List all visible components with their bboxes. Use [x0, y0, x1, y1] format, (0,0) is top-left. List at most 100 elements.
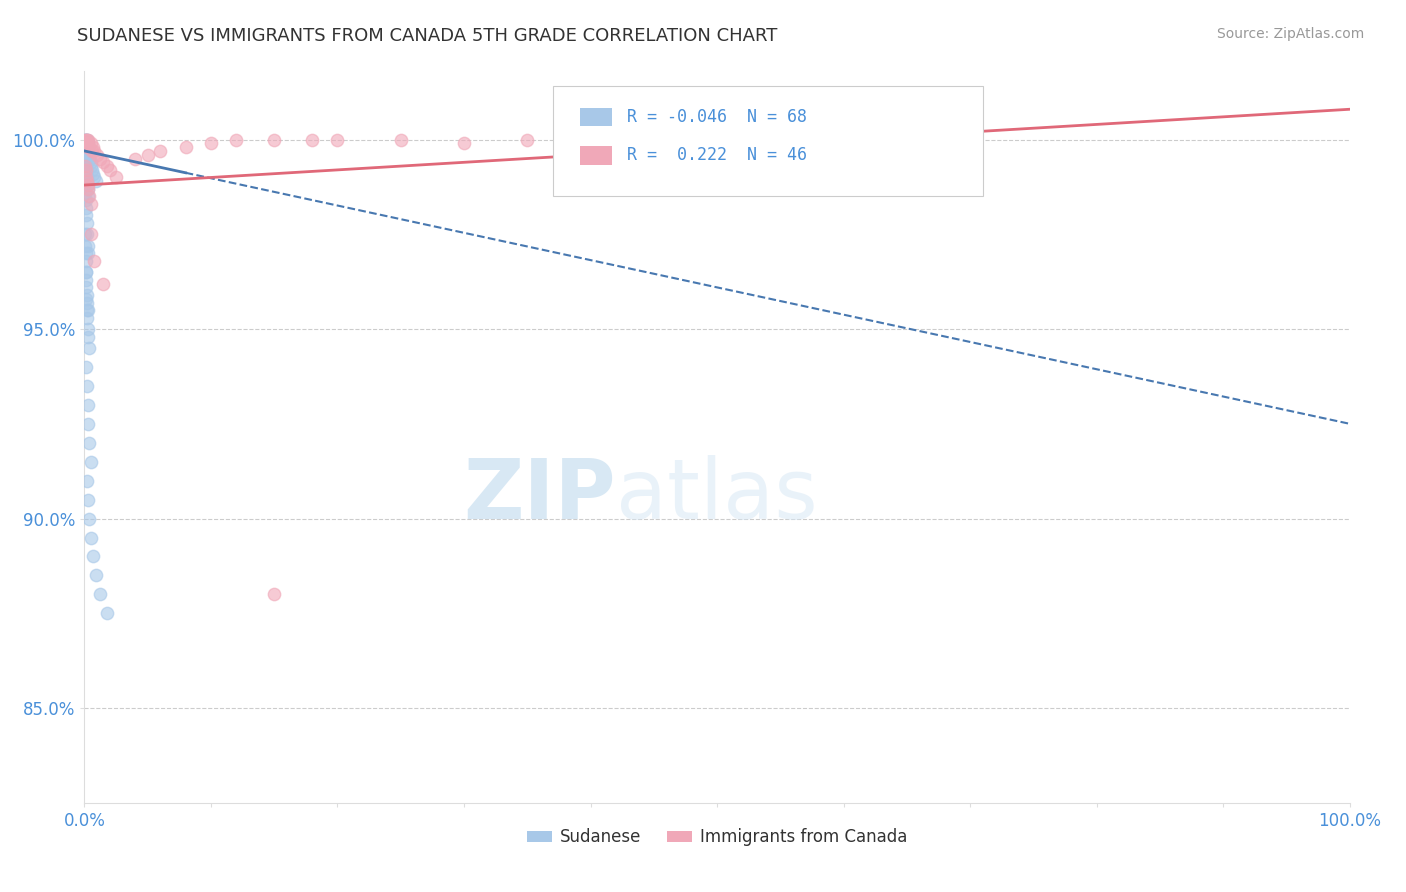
- Point: [76, 295, 98, 310]
- Point: [225, 132, 247, 146]
- Text: Source: ZipAtlas.com: Source: ZipAtlas.com: [1216, 27, 1364, 41]
- Point: [75, 246, 97, 260]
- Point: [77, 182, 100, 196]
- Point: [75, 167, 97, 181]
- Point: [174, 140, 197, 154]
- Point: [76, 322, 98, 336]
- Point: [82, 140, 104, 154]
- Point: [77, 246, 100, 260]
- Point: [82, 167, 104, 181]
- Point: [75, 280, 97, 294]
- Point: [73, 227, 96, 242]
- Point: [80, 162, 103, 177]
- Point: [643, 136, 665, 151]
- Point: [77, 132, 100, 146]
- Point: [79, 152, 101, 166]
- Point: [75, 186, 97, 200]
- Point: [75, 208, 97, 222]
- Point: [76, 136, 98, 151]
- Point: [82, 549, 104, 564]
- Point: [79, 511, 101, 525]
- Text: SUDANESE VS IMMIGRANTS FROM CANADA 5TH GRADE CORRELATION CHART: SUDANESE VS IMMIGRANTS FROM CANADA 5TH G…: [77, 27, 778, 45]
- Point: [75, 159, 97, 173]
- Point: [79, 227, 103, 242]
- Point: [136, 147, 159, 161]
- Point: [76, 136, 98, 151]
- Point: [76, 238, 98, 252]
- Point: [77, 147, 100, 161]
- Legend: Sudanese, Immigrants from Canada: Sudanese, Immigrants from Canada: [520, 822, 914, 853]
- Point: [75, 136, 97, 151]
- Point: [75, 193, 97, 207]
- Point: [769, 136, 792, 151]
- Point: [76, 303, 98, 318]
- Point: [73, 132, 96, 146]
- Point: [326, 132, 349, 146]
- Point: [75, 159, 97, 173]
- Point: [76, 132, 98, 146]
- Point: [76, 216, 98, 230]
- Point: [96, 159, 118, 173]
- Point: [75, 170, 97, 185]
- Point: [75, 265, 97, 279]
- Point: [75, 132, 97, 146]
- Point: [77, 492, 100, 507]
- Point: [76, 140, 98, 154]
- Point: [76, 379, 98, 393]
- Point: [76, 182, 98, 196]
- Point: [75, 136, 97, 151]
- Point: [75, 292, 97, 306]
- Point: [79, 155, 103, 169]
- Point: [75, 359, 97, 374]
- Point: [77, 136, 100, 151]
- Point: [79, 152, 101, 166]
- Point: [75, 140, 97, 154]
- Point: [79, 140, 101, 154]
- Text: R =  0.222  N = 46: R = 0.222 N = 46: [627, 146, 807, 164]
- Point: [73, 152, 96, 166]
- Point: [76, 174, 98, 188]
- Point: [86, 147, 108, 161]
- Point: [76, 474, 98, 488]
- Point: [706, 140, 728, 154]
- Point: [89, 152, 111, 166]
- Point: [77, 144, 100, 158]
- Text: atlas: atlas: [616, 455, 817, 536]
- Point: [301, 132, 323, 146]
- Point: [453, 136, 475, 151]
- Point: [832, 132, 855, 146]
- Point: [76, 170, 98, 185]
- Point: [83, 144, 105, 158]
- Point: [389, 132, 412, 146]
- Point: [76, 310, 98, 325]
- Point: [75, 162, 97, 177]
- Point: [75, 273, 97, 287]
- Point: [516, 132, 538, 146]
- Point: [75, 132, 97, 146]
- Point: [263, 132, 285, 146]
- Point: [89, 587, 111, 601]
- Point: [79, 136, 103, 151]
- Point: [76, 178, 98, 192]
- Point: [76, 227, 98, 242]
- Point: [79, 455, 103, 469]
- Point: [80, 144, 103, 158]
- Point: [77, 417, 100, 431]
- Point: [76, 303, 98, 318]
- Point: [79, 531, 103, 545]
- Point: [75, 132, 97, 146]
- FancyBboxPatch shape: [581, 146, 612, 165]
- Point: [149, 144, 172, 158]
- Point: [263, 587, 285, 601]
- Point: [76, 178, 98, 192]
- Point: [75, 238, 97, 252]
- Point: [75, 265, 97, 279]
- Point: [75, 132, 97, 146]
- FancyBboxPatch shape: [581, 108, 612, 126]
- Point: [83, 253, 105, 268]
- Point: [73, 178, 96, 192]
- Point: [75, 155, 97, 169]
- Point: [75, 162, 97, 177]
- Point: [83, 170, 105, 185]
- FancyBboxPatch shape: [553, 86, 983, 195]
